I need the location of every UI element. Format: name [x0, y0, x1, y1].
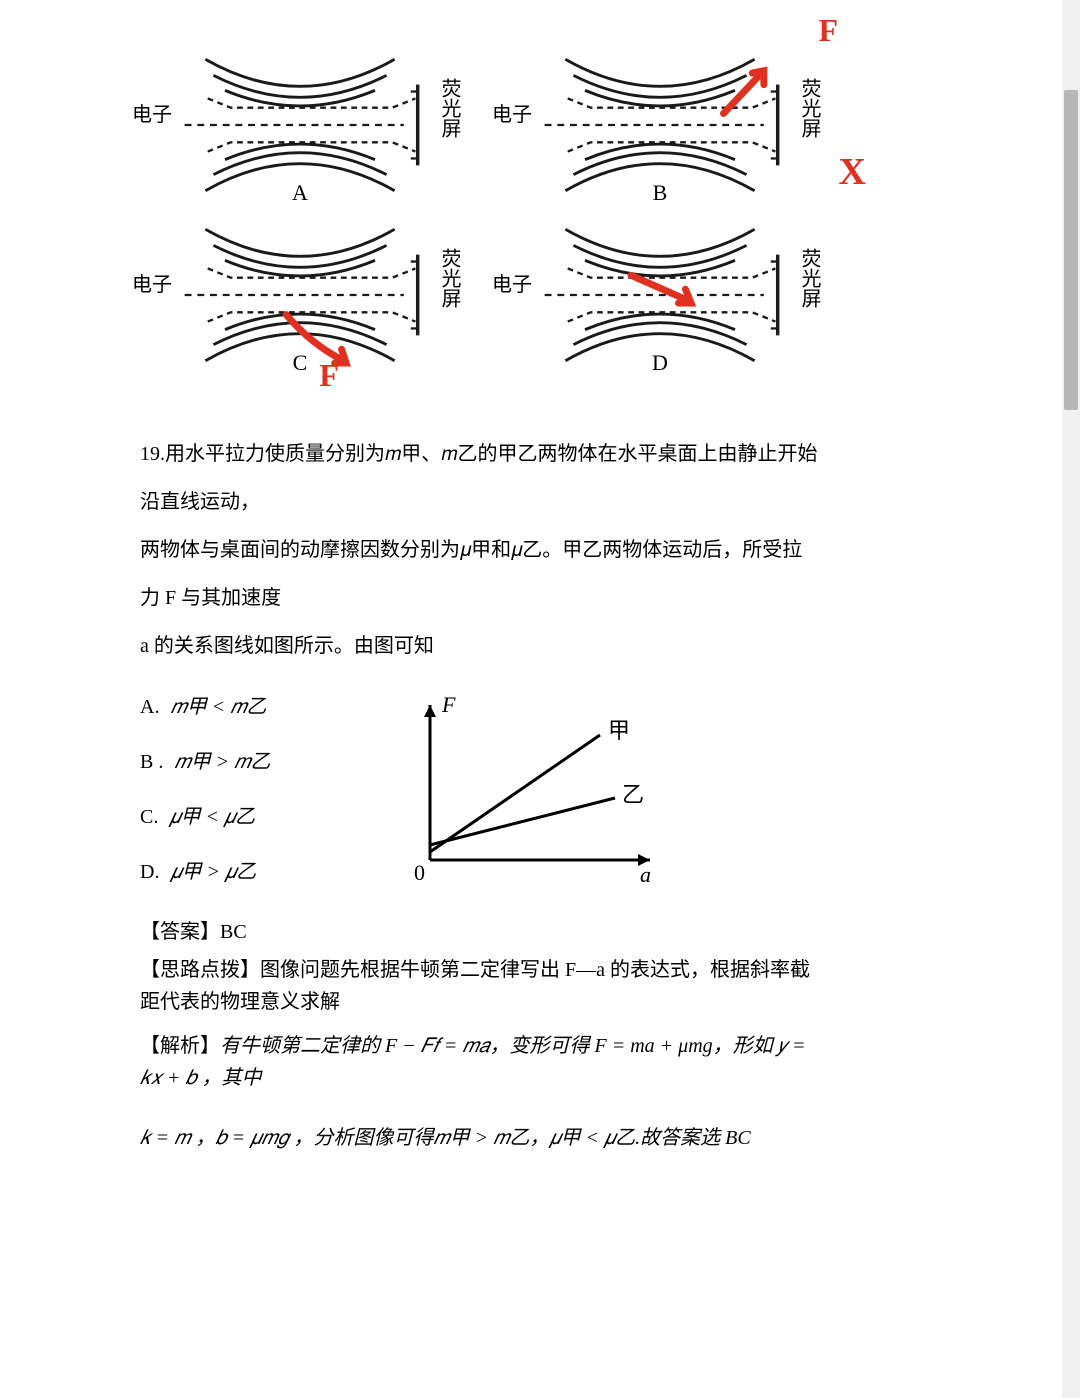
option-C: C. 𝜇甲 < 𝜇乙: [140, 800, 360, 829]
diagram-left-label: 电子: [492, 268, 532, 297]
graph-x-label: a: [640, 862, 651, 887]
option-D: D. 𝜇甲 > 𝜇乙: [140, 855, 360, 884]
graph-y-label: F: [441, 692, 456, 717]
diagram-A: 电子 荧光屏 A: [140, 50, 460, 200]
question-number: 19.: [140, 443, 165, 465]
analysis-text2: 𝑘 = 𝑚 ，𝑏 = 𝜇𝑚𝑔 ，分析图像可得𝑚甲 > 𝑚乙，𝜇甲 < 𝜇乙.故答…: [140, 1122, 820, 1154]
option-label: B .: [140, 751, 163, 773]
option-expr: 𝑚甲 < 𝑚乙: [170, 696, 266, 718]
annotation-F: F: [818, 12, 838, 49]
diagram-left-label: 电子: [492, 98, 532, 127]
scrollbar-thumb[interactable]: [1064, 90, 1078, 410]
answer-value: BC: [220, 921, 247, 943]
analysis-line1: 【解析】有牛顿第二定律的 F − 𝐹𝑓 = 𝑚𝑎，变形可得 F = ma + μ…: [140, 1030, 820, 1094]
question-line2: 两物体与桌面间的动摩擦因数分别为𝜇甲和𝜇乙。甲乙两物体运动后，所受拉力 F 与其…: [140, 526, 820, 622]
hint-tag: 【思路点拨】: [140, 959, 260, 981]
document-page: 电子 荧光屏 A 电子: [0, 0, 960, 1200]
diagram-B: 电子 荧光屏 B F X: [500, 50, 820, 200]
F-a-graph: F a 0 甲 乙: [390, 690, 820, 895]
annotation-X: X: [839, 150, 866, 194]
graph-origin-label: 0: [414, 860, 425, 885]
diagram-letter: B: [653, 180, 668, 206]
diagram-left-label: 电子: [132, 98, 172, 127]
question-line: 19.用水平拉力使质量分别为𝑚甲、𝑚乙的甲乙两物体在水平桌面上由静止开始沿直线运…: [140, 430, 820, 526]
option-label: A.: [140, 696, 159, 718]
diagram-B-svg: [500, 50, 820, 200]
option-label: C.: [140, 806, 158, 828]
diagram-D: 电子 荧光屏 D: [500, 220, 820, 370]
graph-svg: F a 0 甲 乙: [390, 690, 670, 890]
diagram-grid: 电子 荧光屏 A 电子: [140, 50, 820, 370]
diagram-A-svg: [140, 50, 460, 200]
option-expr: 𝜇甲 > 𝜇乙: [170, 861, 256, 883]
graph-line2-label: 乙: [622, 782, 644, 807]
scrollbar-track[interactable]: [1062, 0, 1080, 1398]
diagram-letter: A: [292, 180, 308, 206]
option-label: D.: [140, 861, 159, 883]
option-expr: 𝜇甲 < 𝜇乙: [169, 806, 255, 828]
hint-line: 【思路点拨】图像问题先根据牛顿第二定律写出 F—a 的表达式，根据斜率截距代表的…: [140, 954, 820, 1018]
answer-line: 【答案】BC: [140, 916, 820, 948]
options-block: A. 𝑚甲 < 𝑚乙 B . 𝑚甲 > 𝑚乙 C. 𝜇甲 < 𝜇乙 D. 𝜇甲 …: [140, 690, 820, 910]
analysis-tag: 【解析】: [140, 1035, 220, 1057]
answer-tag: 【答案】: [140, 921, 220, 943]
diagram-letter: D: [652, 350, 668, 376]
option-expr: 𝑚甲 > 𝑚乙: [174, 751, 270, 773]
annotation-F: F: [319, 357, 339, 394]
option-B: B . 𝑚甲 > 𝑚乙: [140, 745, 360, 774]
diagram-right-label: 荧光屏: [435, 248, 464, 308]
analysis-text1: 有牛顿第二定律的 F − 𝐹𝑓 = 𝑚𝑎，变形可得 F = ma + μmg，形…: [140, 1035, 805, 1089]
diagram-D-svg: [500, 220, 820, 370]
diagram-right-label: 荧光屏: [795, 78, 824, 138]
question-line1: 用水平拉力使质量分别为𝑚甲、𝑚乙的甲乙两物体在水平桌面上由静止开始沿直线运动，: [140, 443, 817, 513]
question-text: 19.用水平拉力使质量分别为𝑚甲、𝑚乙的甲乙两物体在水平桌面上由静止开始沿直线运…: [140, 430, 820, 670]
diagram-right-label: 荧光屏: [795, 248, 824, 308]
answer-block: 【答案】BC 【思路点拨】图像问题先根据牛顿第二定律写出 F—a 的表达式，根据…: [140, 916, 820, 1154]
question-line3: a 的关系图线如图所示。由图可知: [140, 622, 820, 670]
graph-line1-label: 甲: [608, 718, 630, 743]
diagram-C-svg: [140, 220, 460, 370]
diagram-letter: C: [293, 350, 308, 376]
diagram-C: 电子 荧光屏 C F: [140, 220, 460, 370]
diagram-right-label: 荧光屏: [435, 78, 464, 138]
options-list: A. 𝑚甲 < 𝑚乙 B . 𝑚甲 > 𝑚乙 C. 𝜇甲 < 𝜇乙 D. 𝜇甲 …: [140, 690, 360, 910]
diagram-left-label: 电子: [132, 268, 172, 297]
option-A: A. 𝑚甲 < 𝑚乙: [140, 690, 360, 719]
